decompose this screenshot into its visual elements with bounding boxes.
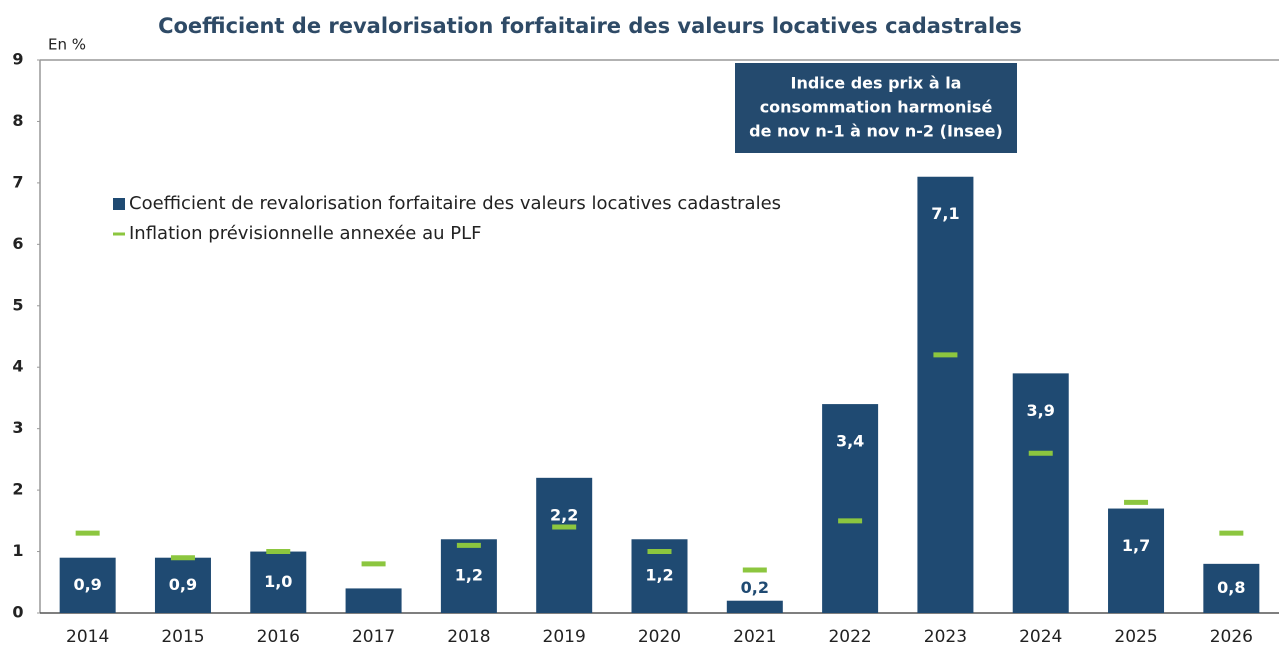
data-label: 2,2 — [550, 505, 578, 524]
y-tick-label: 8 — [12, 111, 23, 130]
legend: Coefficient de revalorisation forfaitair… — [113, 193, 781, 244]
bar — [250, 551, 307, 613]
annotation-box — [735, 63, 1017, 153]
bar — [440, 539, 497, 613]
x-tick-label: 2017 — [352, 627, 395, 647]
x-tick-label: 2020 — [638, 627, 681, 647]
data-label: 0,8 — [1217, 578, 1245, 597]
x-tick-label: 2018 — [447, 627, 490, 647]
annotation-line: consommation harmonisé — [760, 98, 993, 117]
bar — [1203, 563, 1260, 613]
bar — [59, 557, 116, 613]
data-label: 0,9 — [169, 575, 197, 594]
annotation-line: de nov n-1 à nov n-2 (Insee) — [749, 122, 1003, 141]
x-tick-label: 2016 — [257, 627, 300, 647]
bar — [1012, 373, 1069, 613]
bar — [822, 404, 879, 613]
bar — [536, 477, 593, 613]
y-tick-label: 5 — [12, 295, 23, 314]
x-tick-label: 2014 — [66, 627, 109, 647]
x-tick-label: 2022 — [828, 627, 871, 647]
y-tick-label: 1 — [12, 541, 23, 560]
legend-label: Coefficient de revalorisation forfaitair… — [129, 193, 781, 214]
y-tick-label: 6 — [12, 234, 23, 253]
data-label: 1,7 — [1122, 536, 1150, 555]
data-label: 1,0 — [264, 572, 292, 591]
annotation: Indice des prix à la consommation harmoni… — [749, 74, 1003, 141]
x-tick-label: 2019 — [543, 627, 586, 647]
y-tick-label: 4 — [12, 357, 23, 376]
data-label: 3,9 — [1027, 401, 1055, 420]
y-tick-label: 9 — [12, 50, 23, 69]
x-tick-label: 2026 — [1210, 627, 1253, 647]
legend-label: Inflation prévisionnelle annexée au PLF — [129, 223, 482, 244]
data-label: 1,2 — [645, 566, 673, 585]
y-tick-label: 0 — [12, 603, 23, 622]
data-label: 0,2 — [741, 578, 769, 597]
annotation-line: Indice des prix à la — [791, 74, 962, 93]
legend-swatch — [113, 198, 125, 210]
bar — [1108, 508, 1165, 613]
data-label: 0,9 — [73, 575, 101, 594]
bar — [345, 588, 402, 613]
x-tick-label: 2023 — [924, 627, 967, 647]
bar — [726, 600, 783, 613]
y-tick-label: 2 — [12, 480, 23, 499]
y-tick-label: 7 — [12, 172, 23, 191]
data-label: 1,2 — [455, 566, 483, 585]
x-tick-label: 2024 — [1019, 627, 1062, 647]
data-label: 3,4 — [836, 432, 864, 451]
x-tick-label: 2015 — [161, 627, 204, 647]
y-axis-label: En % — [48, 36, 86, 54]
x-tick-label: 2025 — [1114, 627, 1157, 647]
data-label: 7,1 — [931, 204, 959, 223]
bar — [154, 557, 211, 613]
chart-title: Coefficient de revalorisation forfaitair… — [158, 14, 1022, 38]
x-tick-label: 2021 — [733, 627, 776, 647]
bar — [917, 176, 974, 613]
y-tick-label: 3 — [12, 418, 23, 437]
